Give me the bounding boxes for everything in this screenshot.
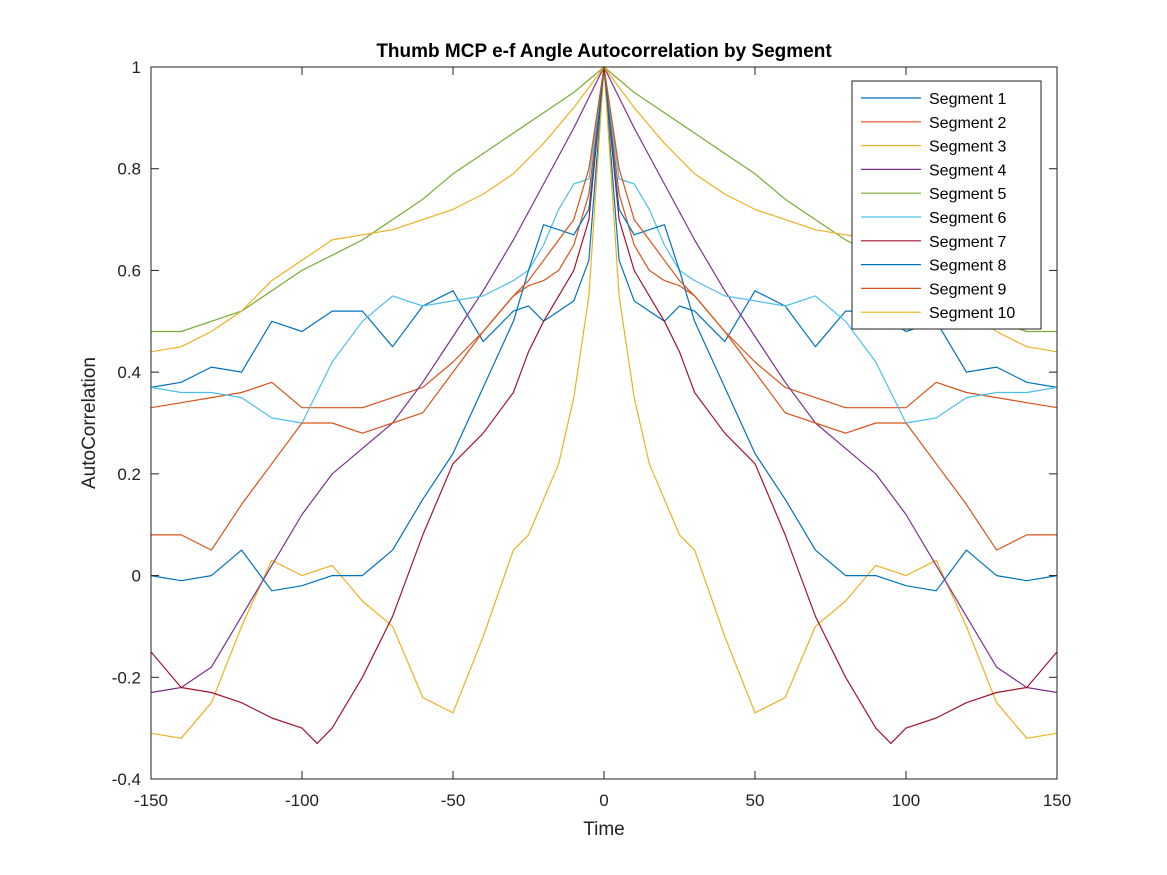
y-axis-label: AutoCorrelation — [79, 357, 100, 489]
legend-entry-label: Segment 4 — [929, 162, 1006, 179]
legend-entry-label: Segment 9 — [929, 281, 1006, 298]
y-tick-label: -0.2 — [112, 668, 141, 687]
x-tick-label: -150 — [134, 791, 168, 810]
legend-entry-label: Segment 7 — [929, 234, 1006, 251]
y-tick-label: 0 — [132, 567, 141, 586]
legend-entry-label: Segment 5 — [929, 186, 1006, 203]
chart-title: Thumb MCP e-f Angle Autocorrelation by S… — [376, 41, 832, 62]
legend-entry-label: Segment 10 — [929, 305, 1015, 322]
legend-entry-label: Segment 6 — [929, 210, 1006, 227]
y-tick-label: 0.6 — [117, 261, 141, 280]
x-axis: -150 -100 -50 0 50 100 150 — [134, 67, 1071, 810]
legend-entry-label: Segment 2 — [929, 115, 1006, 132]
y-tick-label: -0.4 — [112, 770, 141, 789]
x-tick-label: 50 — [746, 791, 765, 810]
legend[interactable]: Segment 1 Segment 2 Segment 3 Segment 4 Segm… — [851, 80, 1042, 330]
x-tick-label: -100 — [285, 791, 319, 810]
legend-entry-label: Segment 8 — [929, 258, 1006, 275]
y-tick-label: 0.8 — [117, 160, 141, 179]
x-tick-label: 0 — [599, 791, 608, 810]
x-tick-label: 100 — [892, 791, 920, 810]
x-tick-label: -50 — [441, 791, 466, 810]
y-axis: -0.4 -0.2 0 0.2 0.4 0.6 0.8 1 — [112, 58, 1057, 789]
y-tick-label: 0.4 — [117, 363, 141, 382]
y-tick-label: 0.2 — [117, 465, 141, 484]
legend-entry-label: Segment 3 — [929, 139, 1006, 156]
x-tick-label: 150 — [1043, 791, 1071, 810]
x-axis-label: Time — [583, 819, 625, 840]
legend-entry-label: Segment 1 — [929, 91, 1006, 108]
y-tick-label: 1 — [132, 58, 141, 77]
